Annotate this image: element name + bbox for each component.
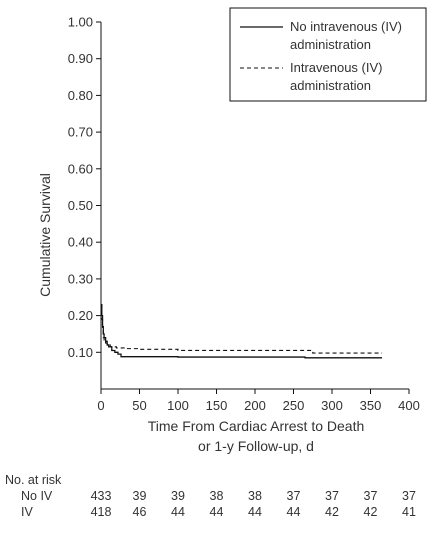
x-tick-label: 100 bbox=[167, 398, 189, 413]
risk-value-no-iv: 37 bbox=[287, 489, 301, 503]
y-axis-ticks: 0.10 0.20 0.30 0.40 0.50 0.60 0.70 0.80 0.90 1.00 bbox=[68, 15, 101, 360]
risk-table-title: No. at risk bbox=[5, 473, 62, 487]
risk-value-iv: 41 bbox=[402, 505, 416, 519]
x-axis-title-line-2: or 1-y Follow-up, d bbox=[198, 438, 314, 454]
y-tick-label: 0.40 bbox=[68, 235, 93, 250]
legend: No intravenous (IV) administration Intra… bbox=[229, 7, 427, 102]
risk-value-no-iv: 38 bbox=[210, 489, 224, 503]
x-tick-label: 50 bbox=[132, 398, 146, 413]
risk-value-iv: 44 bbox=[171, 505, 185, 519]
x-tick-label: 250 bbox=[283, 398, 305, 413]
legend-label-no-iv-line-1: No intravenous (IV) bbox=[290, 19, 402, 34]
x-tick-label: 400 bbox=[398, 398, 420, 413]
x-tick-label: 300 bbox=[321, 398, 343, 413]
legend-box bbox=[229, 7, 427, 102]
risk-table: No. at risk No IV IV 433 39 39 38 38 37 37 37 37… bbox=[5, 473, 416, 519]
risk-value-iv: 44 bbox=[248, 505, 262, 519]
risk-table-values: 433 39 39 38 38 37 37 37 37 418 46 44 44 44 44 42 42 41 bbox=[91, 489, 416, 519]
risk-value-iv: 42 bbox=[364, 505, 378, 519]
y-tick-label: 0.60 bbox=[68, 161, 93, 176]
y-tick-label: 0.50 bbox=[68, 198, 93, 213]
risk-row-label-no-iv: No IV bbox=[21, 489, 53, 503]
risk-value-iv: 44 bbox=[287, 505, 301, 519]
y-tick-label: 0.80 bbox=[68, 88, 93, 103]
legend-label-no-iv-line-2: administration bbox=[290, 37, 371, 52]
risk-value-no-iv: 433 bbox=[91, 489, 112, 503]
x-tick-label: 200 bbox=[244, 398, 266, 413]
x-tick-label: 150 bbox=[206, 398, 228, 413]
risk-value-iv: 42 bbox=[325, 505, 339, 519]
risk-value-no-iv: 39 bbox=[171, 489, 185, 503]
risk-value-iv: 44 bbox=[210, 505, 224, 519]
x-axis-title-line-1: Time From Cardiac Arrest to Death bbox=[148, 418, 365, 434]
x-tick-label: 0 bbox=[97, 398, 104, 413]
risk-value-no-iv: 37 bbox=[325, 489, 339, 503]
y-tick-label: 0.30 bbox=[68, 271, 93, 286]
y-tick-label: 0.20 bbox=[68, 308, 93, 323]
risk-value-no-iv: 39 bbox=[133, 489, 147, 503]
y-tick-label: 0.10 bbox=[68, 345, 93, 360]
y-tick-label: 0.70 bbox=[68, 125, 93, 140]
legend-label-iv-line-1: Intravenous (IV) bbox=[290, 60, 383, 75]
risk-value-iv: 46 bbox=[133, 505, 147, 519]
risk-value-no-iv: 37 bbox=[364, 489, 378, 503]
series-lines bbox=[101, 303, 383, 359]
risk-row-label-iv: IV bbox=[21, 505, 33, 519]
series-line-iv bbox=[101, 304, 383, 354]
y-tick-label: 0.90 bbox=[68, 51, 93, 66]
y-axis-title: Cumulative Survival bbox=[37, 173, 53, 297]
y-tick-label: 1.00 bbox=[68, 15, 93, 30]
x-axis-ticks: 0 50 100 150 200 250 300 350 400 bbox=[97, 389, 420, 413]
risk-value-iv: 418 bbox=[91, 505, 112, 519]
risk-value-no-iv: 38 bbox=[248, 489, 262, 503]
x-tick-label: 350 bbox=[360, 398, 382, 413]
risk-value-no-iv: 37 bbox=[402, 489, 416, 503]
plot-area: 0.10 0.20 0.30 0.40 0.50 0.60 0.70 0.80 0.90 1.00… bbox=[68, 15, 420, 414]
legend-label-iv-line-2: administration bbox=[290, 78, 371, 93]
